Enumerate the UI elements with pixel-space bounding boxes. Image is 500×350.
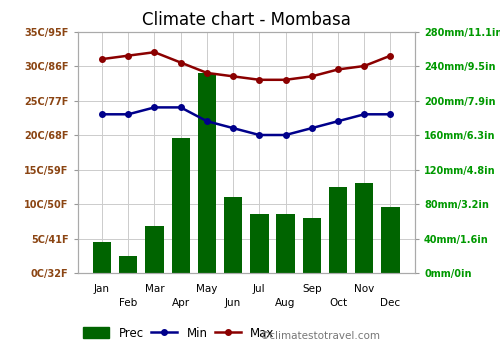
Text: Jul: Jul xyxy=(253,284,266,294)
Text: Mar: Mar xyxy=(144,284,165,294)
Text: Aug: Aug xyxy=(276,298,296,308)
Bar xyxy=(146,225,164,273)
Text: May: May xyxy=(196,284,218,294)
Text: Jun: Jun xyxy=(225,298,242,308)
Text: ©climatestotravel.com: ©climatestotravel.com xyxy=(260,331,381,341)
Bar xyxy=(250,214,268,273)
Bar xyxy=(382,208,400,273)
Bar xyxy=(355,183,374,273)
Title: Climate chart - Mombasa: Climate chart - Mombasa xyxy=(142,10,350,29)
Legend: Prec, Min, Max: Prec, Min, Max xyxy=(84,327,274,340)
Bar xyxy=(93,242,111,273)
Text: Oct: Oct xyxy=(329,298,347,308)
Bar xyxy=(119,256,138,273)
Text: Apr: Apr xyxy=(172,298,190,308)
Bar xyxy=(198,73,216,273)
Text: Dec: Dec xyxy=(380,298,400,308)
Text: Feb: Feb xyxy=(119,298,138,308)
Text: Jan: Jan xyxy=(94,284,110,294)
Text: Nov: Nov xyxy=(354,284,374,294)
Bar xyxy=(172,139,190,273)
Bar xyxy=(329,187,347,273)
Bar xyxy=(302,218,321,273)
Text: Sep: Sep xyxy=(302,284,322,294)
Bar xyxy=(276,214,295,273)
Bar xyxy=(224,197,242,273)
